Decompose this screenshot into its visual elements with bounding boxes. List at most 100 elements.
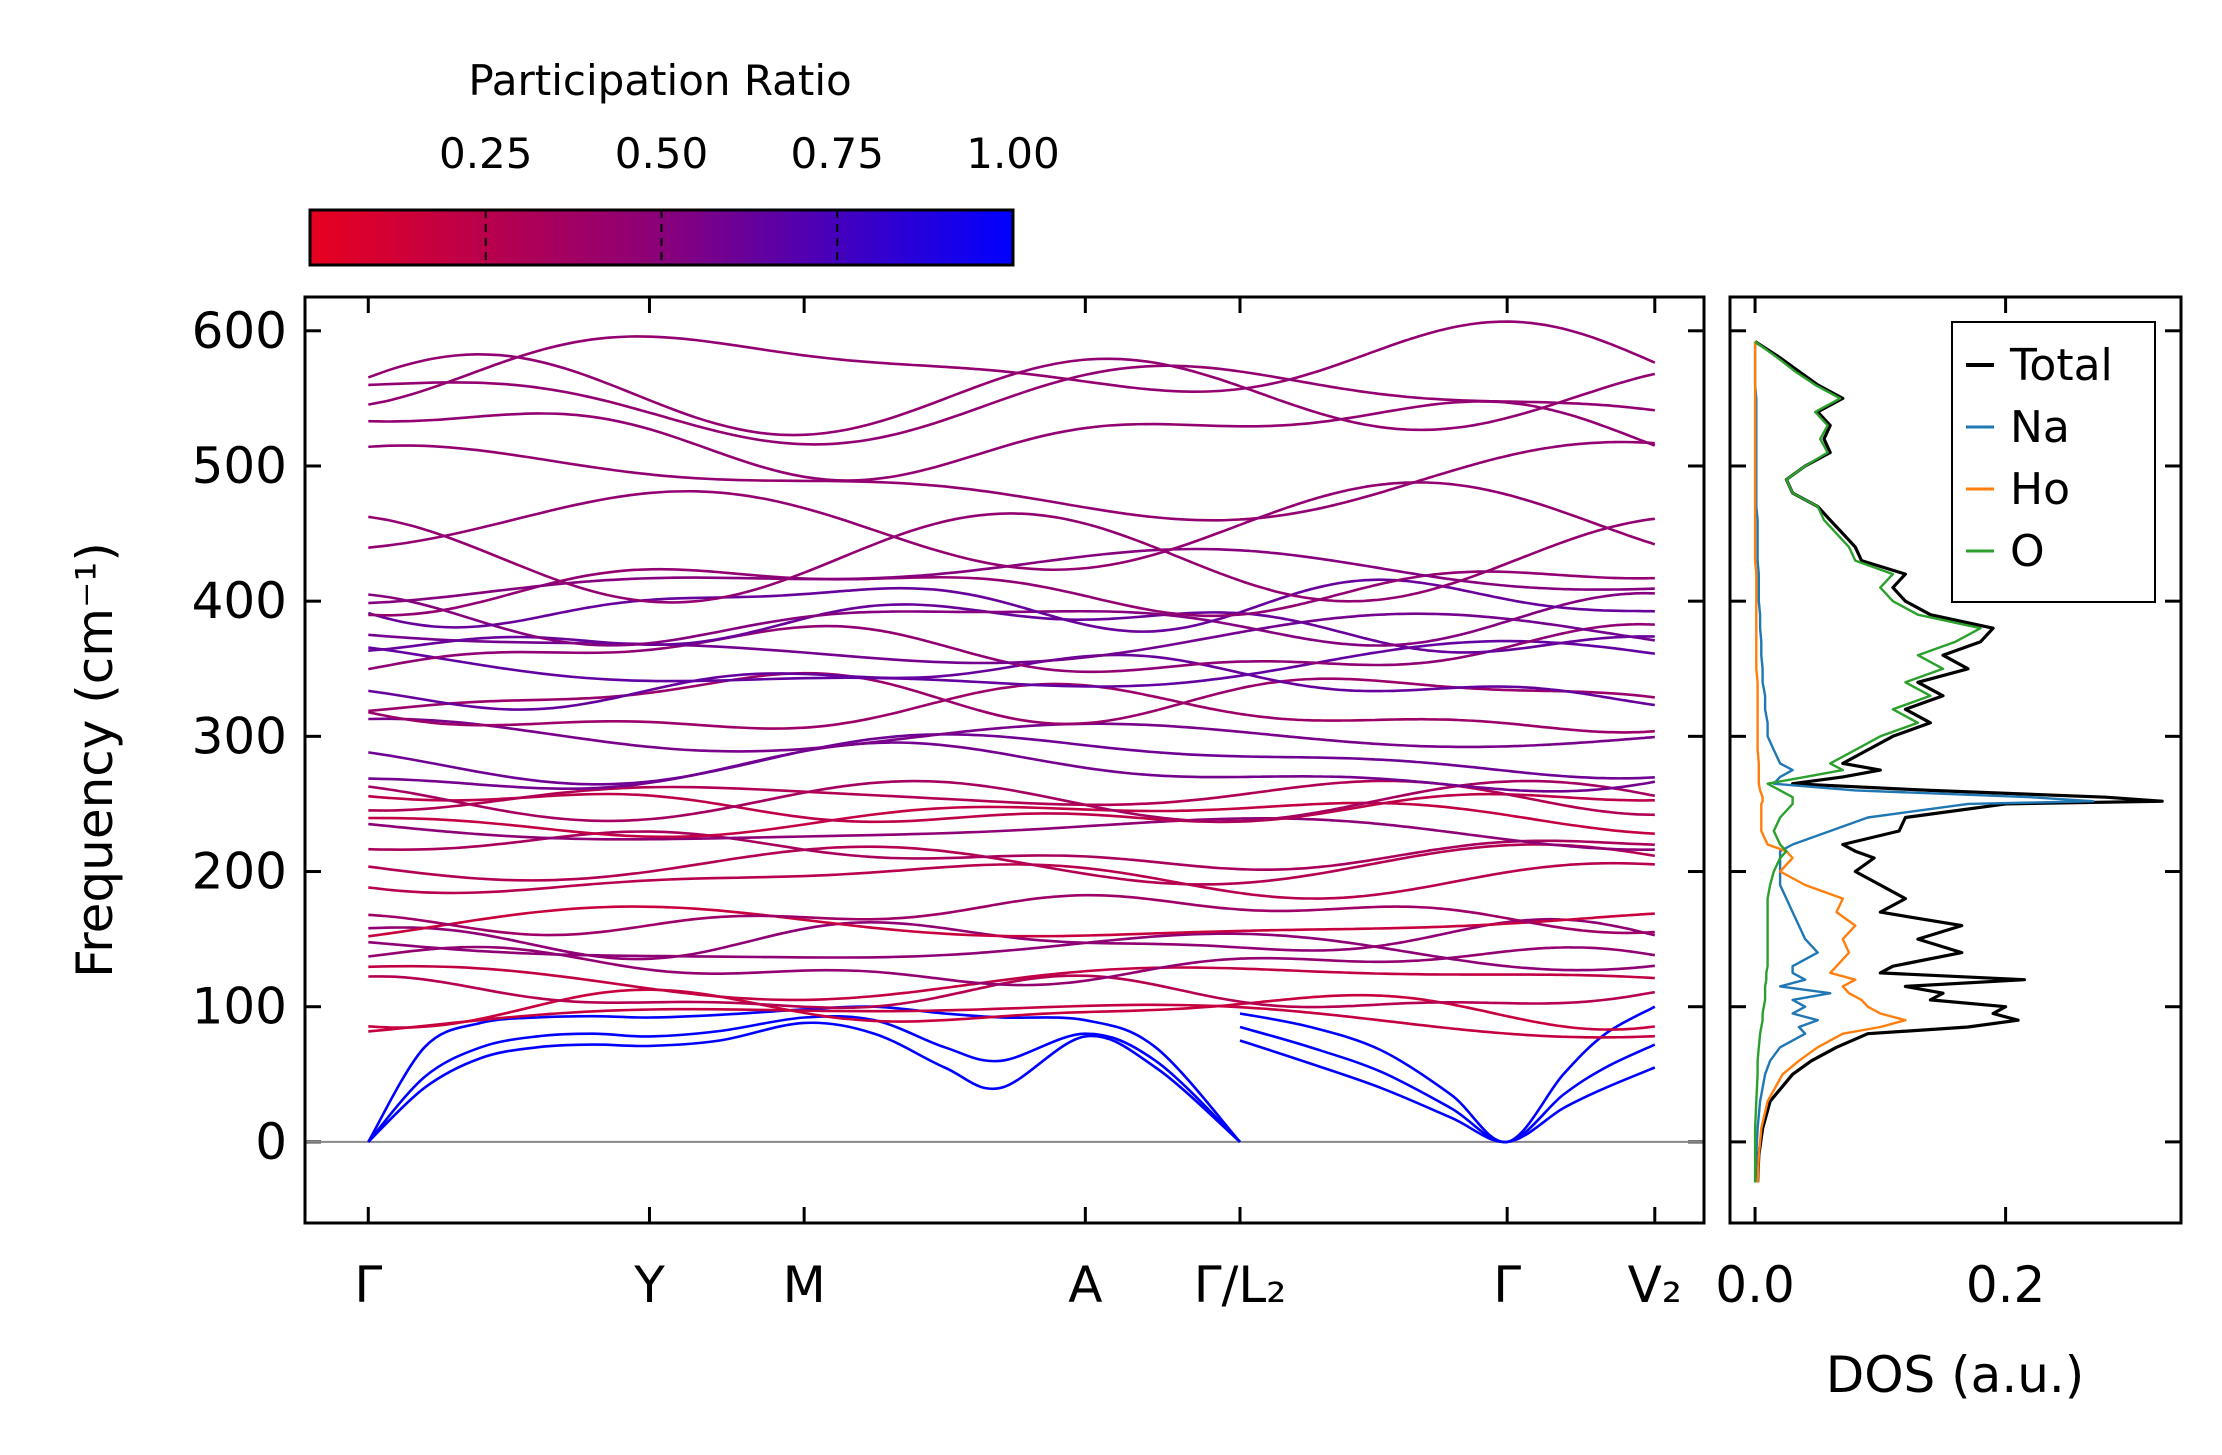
colorbar-ticks: 0.25 0.50 0.75 1.00 <box>439 129 1060 265</box>
optical-branch <box>1239 755 1655 780</box>
optical-branch <box>368 682 1241 730</box>
optical-branch <box>368 547 1241 605</box>
optical-branch <box>368 624 1241 674</box>
optical-branch <box>368 733 1241 786</box>
optical-branch <box>368 905 1241 938</box>
kpoint-label: V₂ <box>1628 1256 1682 1314</box>
optical-branch <box>1239 779 1656 823</box>
optical-branch <box>368 1003 1241 1033</box>
band-ytick-label: 200 <box>192 843 287 901</box>
optical-branch <box>368 512 1241 604</box>
kpoint-label: Γ <box>1493 1256 1521 1314</box>
optical-branch <box>368 489 1241 572</box>
dos-xtick-label: 0.2 <box>1966 1256 2046 1314</box>
optical-branch <box>368 364 1241 446</box>
optical-branch <box>1239 671 1655 707</box>
legend-label-na: Na <box>2010 402 2070 453</box>
optical-branch <box>1239 517 1656 603</box>
optical-branch <box>368 335 1241 406</box>
optical-branch <box>1239 591 1655 647</box>
dos-xtick-label: 0.0 <box>1715 1256 1795 1314</box>
optical-branch <box>1239 775 1656 793</box>
optical-branch <box>1239 677 1655 699</box>
optical-branch <box>368 593 1241 647</box>
dos-legend: Total Na Ho O <box>1951 321 2156 603</box>
optical-branch <box>1239 570 1655 616</box>
dos-panel: 0.0 0.2 DOS (a.u.) Total Na Ho O <box>1715 295 2183 1404</box>
kpoint-label: A <box>1068 1256 1102 1314</box>
legend-label-o: O <box>2010 526 2045 577</box>
dos-xlabel: DOS (a.u.) <box>1826 1346 2085 1404</box>
dos-series-o <box>1753 340 1982 1183</box>
colorbar-tick-label: 0.75 <box>790 129 884 178</box>
optical-branch <box>1239 549 1655 591</box>
colorbar: Participation Ratio 0.25 0.50 0.75 1.00 <box>308 56 1060 267</box>
optical-branch <box>1239 372 1656 432</box>
optical-branch <box>1239 816 1655 851</box>
legend-label-total: Total <box>2009 340 2113 391</box>
optical-branch <box>1239 370 1655 412</box>
kpoint-label: Y <box>633 1256 665 1314</box>
optical-branch <box>1239 861 1655 900</box>
kpoint-label: Γ <box>354 1256 382 1314</box>
acoustic-branch <box>1239 1025 1656 1144</box>
optical-branch <box>368 412 1241 482</box>
kpoint-label: Γ/L₂ <box>1194 1256 1287 1314</box>
optical-branch <box>1239 990 1656 1009</box>
band-frame <box>303 295 1706 1225</box>
band-ylabel: Frequency (cm⁻¹) <box>66 542 124 978</box>
colorbar-tick-label: 0.50 <box>615 129 709 178</box>
optical-branch <box>1239 320 1656 391</box>
optical-branch <box>368 805 1241 839</box>
acoustic-branch <box>367 1014 1241 1143</box>
optical-branch <box>368 893 1241 937</box>
optical-branch <box>1239 440 1655 521</box>
optical-branch <box>368 974 1241 1010</box>
legend-box <box>1951 321 2156 603</box>
optical-branch <box>368 830 1241 871</box>
optical-branch <box>1239 1005 1655 1039</box>
dos-lines <box>1753 340 2164 1183</box>
optical-branch <box>368 444 1241 522</box>
optical-branch <box>368 817 1241 841</box>
optical-branch <box>367 586 1241 633</box>
optical-branch <box>1240 400 1656 447</box>
optical-branch <box>368 845 1241 886</box>
colorbar-title: Participation Ratio <box>468 56 851 105</box>
optical-branch <box>1239 481 1656 546</box>
optical-branch <box>368 603 1241 652</box>
optical-branch <box>1239 905 1655 935</box>
optical-branch <box>368 785 1241 812</box>
optical-branch <box>1239 792 1655 823</box>
dos-frame <box>1728 295 2183 1225</box>
optical-branch <box>368 792 1241 824</box>
optical-branch <box>368 863 1241 895</box>
optical-branch <box>1239 712 1655 734</box>
optical-branch <box>1239 730 1655 749</box>
optical-branch <box>368 920 1241 961</box>
optical-branch <box>368 567 1241 618</box>
legend-label-ho: Ho <box>2010 464 2070 515</box>
optical-branch <box>368 964 1241 1002</box>
band-ytick-label: 100 <box>192 978 287 1036</box>
acoustic-branch <box>367 1021 1241 1143</box>
band-ytick-label: 500 <box>192 437 287 495</box>
colorbar-tick-label: 1.00 <box>966 129 1060 178</box>
band-ytick-label: 0 <box>255 1113 287 1171</box>
optical-branch <box>368 717 1241 753</box>
dos-series-ho <box>1753 341 1907 1183</box>
optical-branch <box>1239 612 1655 642</box>
optical-branch <box>368 646 1241 688</box>
optical-branch <box>1239 839 1655 872</box>
optical-branch <box>367 352 1241 437</box>
acoustic-branch <box>367 1005 1241 1143</box>
band-lines <box>367 320 1656 1144</box>
band-axes: 0 100 200 300 400 500 600 Γ Y M A Γ/L₂ Γ V₂ <box>192 297 1704 1314</box>
optical-branch <box>1239 801 1655 835</box>
kpoint-label: M <box>783 1256 826 1314</box>
optical-branch <box>368 631 1241 665</box>
optical-branch <box>368 988 1241 1029</box>
optical-branch <box>1239 578 1655 614</box>
acoustic-branch <box>1239 1005 1656 1144</box>
